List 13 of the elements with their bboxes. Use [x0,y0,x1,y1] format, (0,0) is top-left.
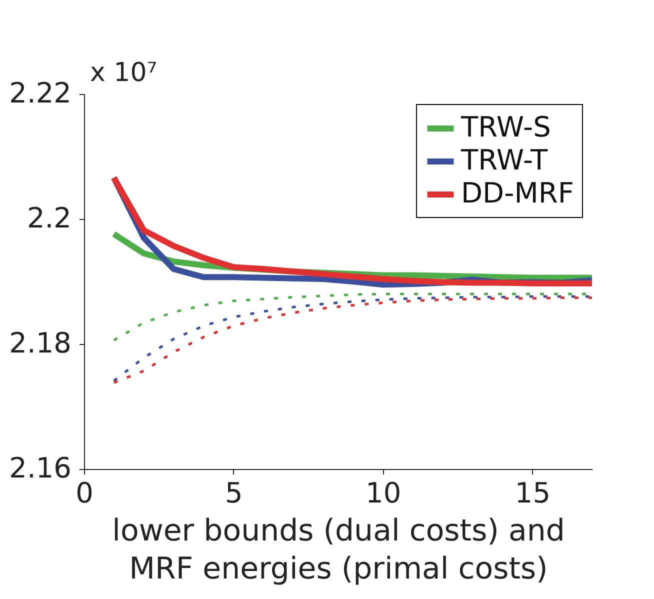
legend-label: TRW-S [460,110,551,144]
legend-label: TRW-T [460,144,549,176]
legend-label: DD-MRF [461,176,574,210]
y-tick-label: 2.22 [9,76,72,110]
y-tick-label: 2.16 [9,452,72,484]
y-tick-label: 2.18 [9,326,72,360]
x-tick-label: 10 [366,476,402,510]
text: x 10⁷ [90,58,158,88]
x-axis-title: lower bounds (dual costs) and MRF energies (primal costs) [112,514,565,586]
y-tick-label: 2.2 [26,202,72,234]
x-tick-label: 0 [76,476,94,510]
x-tick-label: 5 [225,476,243,510]
x-tick-label: 15 [514,476,551,510]
